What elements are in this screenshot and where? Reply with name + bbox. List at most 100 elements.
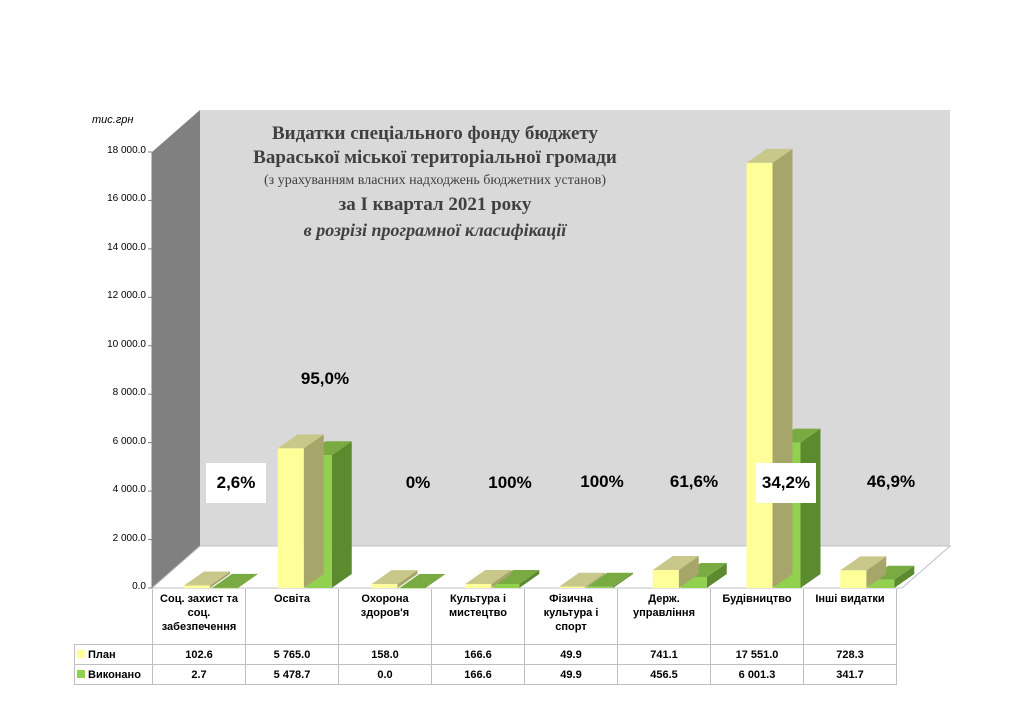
- bar-plan-5: [652, 556, 699, 588]
- bar-plan-0-front: [184, 585, 210, 588]
- bar-plan-7-side: [866, 556, 887, 588]
- y-tick-label: 16 000.0: [107, 193, 146, 205]
- category-label-line: Будівництво: [722, 593, 792, 605]
- floor: [150, 545, 952, 589]
- percent-label: 100%: [488, 473, 532, 492]
- category-label-line: забезпечення: [161, 621, 237, 633]
- y-tick-label: 8 000.0: [112, 387, 146, 399]
- bar-plan-5-front: [652, 570, 679, 588]
- bar-plan-1-side: [303, 434, 324, 588]
- legend-key: [77, 649, 85, 658]
- bar-done-5-side: [706, 562, 727, 588]
- category-label-line: управління: [633, 607, 695, 619]
- table-cell: 49.9: [524, 644, 618, 665]
- bar-plan-7: [840, 556, 887, 588]
- bar-done-6-side: [800, 428, 821, 588]
- table-cell: 456.5: [617, 664, 711, 685]
- bar-done-0: [212, 573, 258, 589]
- bar-plan-7-top: [840, 556, 887, 571]
- bar-plan-4-top: [559, 572, 605, 587]
- bar-done-4-front: [587, 586, 613, 588]
- table-cell: 5 765.0: [245, 644, 339, 665]
- percent-label: 61,6%: [669, 472, 719, 491]
- bar-plan-5-side: [678, 556, 699, 588]
- series-name: План: [88, 648, 116, 661]
- y-tick-label: 4 000.0: [112, 484, 146, 496]
- bar-plan-1: [277, 434, 324, 588]
- table-cell: 0.0: [338, 664, 432, 685]
- bar-plan-1-front: [277, 448, 304, 588]
- bar-plan-1-top: [277, 434, 324, 449]
- bar-plan-2-top: [371, 570, 418, 585]
- table-cell: 6 001.3: [710, 664, 804, 685]
- percent-label: 100%: [580, 472, 624, 491]
- percent-label: 95,0%: [300, 369, 350, 388]
- category-label-line: здоров'я: [360, 607, 410, 619]
- category-label: Інші видатки: [803, 589, 897, 645]
- bar-done-3-front: [493, 583, 520, 588]
- bar-plan-0-top: [184, 571, 230, 586]
- category-label-line: Соц. захист та: [160, 593, 238, 605]
- percent-label: 46,9%: [866, 472, 916, 491]
- table-cell: 49.9: [524, 664, 618, 685]
- side-wall: [152, 110, 200, 588]
- title-line-4: за І квартал 2021 року: [338, 194, 532, 215]
- bar-plan-2-front: [371, 584, 398, 588]
- bar-plan-5-top: [652, 556, 699, 571]
- title-line-5: в розрізі програмної класифікації: [303, 220, 567, 240]
- table-cell: 166.6: [431, 644, 525, 665]
- table-cell: 2.7: [152, 664, 246, 685]
- bar-plan-6: [746, 148, 793, 588]
- bar-plan-3-top: [465, 569, 512, 584]
- title-line-1: Видатки спеціального фонду бюджету: [271, 123, 599, 144]
- bar-plan-2-side: [397, 570, 418, 588]
- category-label-line: Фізична: [549, 593, 593, 605]
- category-label-line: мистецтво: [448, 607, 507, 619]
- category-label-line: Охорона: [361, 593, 409, 605]
- percent-label: 34,2%: [756, 463, 816, 503]
- series-row-plan: План 102.6 5 765.0 158.0 166.6 49.9 741.1 17 55…: [74, 644, 897, 665]
- bar-plan-3: [465, 569, 512, 588]
- data-table: Соц. захист та соц. забезпечення Освіта Охор…: [74, 589, 897, 685]
- y-axis-unit-label: тис.грн: [92, 114, 134, 126]
- category-label: Фізична культура і спорт: [524, 589, 618, 645]
- bar-done-3: [493, 569, 540, 588]
- category-label: Будівництво: [710, 589, 804, 645]
- y-tick-label: 10 000.0: [107, 338, 146, 350]
- series-label: План: [74, 644, 153, 665]
- bar-plan-6-top: [746, 148, 793, 163]
- y-tick-label: 14 000.0: [107, 241, 146, 253]
- bar-done-2-top: [399, 574, 446, 588]
- bar-plan-6-side: [772, 148, 793, 588]
- category-label: Культура і мистецтво: [431, 589, 525, 645]
- category-header-row: Соц. захист та соц. забезпечення Освіта Охор…: [75, 589, 897, 645]
- table-cell: 17 551.0: [710, 644, 804, 665]
- bar-done-7-side: [894, 565, 915, 588]
- bar-plan-3-side: [491, 569, 512, 588]
- y-tick-label: 12 000.0: [107, 290, 146, 302]
- category-label-line: Освіта: [274, 593, 310, 605]
- y-tick-label: 6 000.0: [112, 435, 146, 447]
- bar-done-2-front: [399, 588, 426, 589]
- bar-plan-2: [371, 570, 418, 588]
- percent-label: 2,6%: [206, 463, 266, 503]
- bar-plan-7-front: [840, 570, 867, 588]
- bar-done-0-front: [212, 587, 238, 589]
- category-label: Соц. захист та соц. забезпечення: [152, 589, 246, 645]
- series-row-done: Виконано 2.7 5 478.7 0.0 166.6 49.9 456.5 6 001…: [74, 664, 897, 685]
- bar-done-2: [399, 574, 446, 589]
- category-label-line: культура і: [543, 607, 599, 619]
- bar-done-4-side: [613, 572, 633, 588]
- bar-plan-6-front: [746, 162, 773, 588]
- bar-done-3-top: [493, 569, 540, 584]
- table-cell: 728.3: [803, 644, 897, 665]
- legend-key: [77, 669, 85, 678]
- category-label: Держ. управління: [617, 589, 711, 645]
- table-cell: 158.0: [338, 644, 432, 665]
- chart-bars: [184, 148, 915, 589]
- category-label-line: спорт: [555, 621, 587, 633]
- series-name: Виконано: [88, 668, 141, 681]
- bar-done-4-top: [587, 572, 633, 587]
- category-label-line: Держ.: [648, 593, 680, 605]
